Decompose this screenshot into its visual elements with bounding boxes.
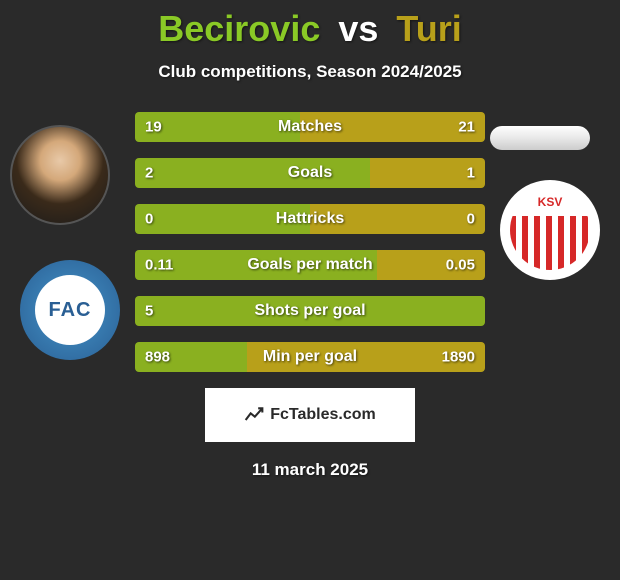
player1-club-abbr: FAC xyxy=(49,299,92,322)
stat-right-value: 0 xyxy=(467,211,475,228)
stat-left-bar xyxy=(135,158,370,188)
stat-label: Shots per goal xyxy=(254,302,365,320)
stat-label: Goals xyxy=(288,164,332,182)
player2-avatar xyxy=(490,126,590,150)
stat-left-value: 0 xyxy=(145,211,153,228)
stat-row: 2 1 Goals xyxy=(135,158,485,188)
stat-row: 898 1890 Min per goal xyxy=(135,342,485,372)
vs-label: vs xyxy=(338,8,378,49)
badge-stripes: KSV xyxy=(510,190,590,270)
player2-club-badge: KSV xyxy=(500,180,600,280)
stat-left-value: 2 xyxy=(145,165,153,182)
stat-label: Matches xyxy=(278,118,342,136)
date-label: 11 march 2025 xyxy=(0,460,620,480)
stat-left-value: 19 xyxy=(145,119,162,136)
stat-left-value: 0.11 xyxy=(145,257,173,274)
subtitle: Club competitions, Season 2024/2025 xyxy=(0,62,620,82)
player1-name: Becirovic xyxy=(158,8,320,49)
stat-left-value: 5 xyxy=(145,303,153,320)
player2-name: Turi xyxy=(396,8,461,49)
source-text: FcTables.com xyxy=(270,406,376,424)
player1-avatar xyxy=(10,125,110,225)
stat-right-value: 21 xyxy=(458,119,475,136)
stat-row: 0 0 Hattricks xyxy=(135,204,485,234)
stat-label: Min per goal xyxy=(263,348,357,366)
comparison-infographic: Becirovic vs Turi Club competitions, Sea… xyxy=(0,0,620,580)
chart-icon xyxy=(244,405,264,425)
player1-club-badge: FAC xyxy=(20,260,120,360)
stat-row: 19 21 Matches xyxy=(135,112,485,142)
stat-label: Hattricks xyxy=(276,210,344,228)
stat-row: 0.11 0.05 Goals per match xyxy=(135,250,485,280)
stat-label: Goals per match xyxy=(247,256,372,274)
stat-right-value: 1890 xyxy=(442,349,475,366)
player2-club-abbr: KSV xyxy=(510,188,590,216)
stat-right-value: 1 xyxy=(467,165,475,182)
page-title: Becirovic vs Turi xyxy=(0,8,620,50)
stat-left-value: 898 xyxy=(145,349,170,366)
stat-row: 5 Shots per goal xyxy=(135,296,485,326)
source-attribution: FcTables.com xyxy=(205,388,415,442)
stat-right-value: 0.05 xyxy=(446,257,475,274)
stats-chart: 1921Matches21Goals00Hattricks0.110.05Goa… xyxy=(135,112,485,372)
